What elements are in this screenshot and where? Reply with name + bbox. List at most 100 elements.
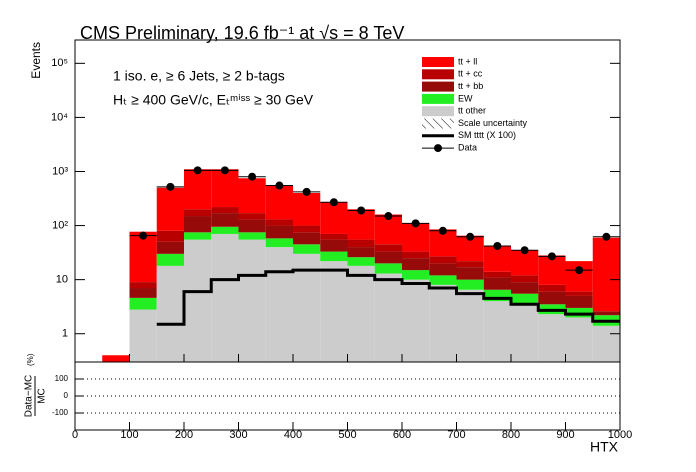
histogram-bar bbox=[347, 239, 375, 248]
histogram-bar bbox=[320, 239, 348, 252]
x-tick-label: 500 bbox=[338, 429, 356, 441]
annotation: 1 iso. e, ≥ 6 Jets, ≥ 2 b-tags bbox=[113, 68, 285, 84]
histogram-bar bbox=[592, 311, 620, 316]
histogram-bar bbox=[184, 169, 212, 210]
histogram-bar bbox=[374, 273, 402, 362]
histogram-bar bbox=[238, 219, 266, 233]
histogram-bar bbox=[483, 277, 511, 290]
ratio-y-tick-label: 100 bbox=[55, 374, 69, 383]
histogram-bar bbox=[211, 169, 239, 208]
data-point bbox=[411, 219, 420, 228]
histogram-bar bbox=[538, 255, 566, 285]
y-tick-label: 10⁵ bbox=[51, 57, 68, 69]
histogram-bar bbox=[402, 258, 430, 271]
histogram-bar bbox=[265, 185, 293, 220]
legend-label: Data bbox=[458, 142, 477, 152]
histogram-bar bbox=[211, 233, 239, 362]
histogram-bar bbox=[592, 237, 620, 312]
data-point bbox=[493, 241, 502, 250]
legend-swatch bbox=[422, 81, 454, 92]
histogram-bar bbox=[347, 265, 375, 362]
histogram-bar bbox=[320, 251, 348, 262]
x-tick-label: 100 bbox=[120, 429, 138, 441]
x-tick-label: 700 bbox=[447, 429, 465, 441]
annotation: Hₜ ≥ 400 GeV/c, Eₜᵐⁱˢˢ ≥ 30 GeV bbox=[113, 92, 314, 108]
x-axis-label: HTX bbox=[590, 439, 619, 455]
histogram-bar bbox=[320, 261, 348, 362]
y-axis-label: Events bbox=[29, 42, 43, 79]
histogram-bar bbox=[293, 225, 321, 233]
histogram-bar bbox=[402, 279, 430, 362]
data-point bbox=[384, 212, 393, 221]
histogram-bar bbox=[483, 301, 511, 362]
histogram-bar bbox=[129, 282, 157, 289]
legend-swatch bbox=[422, 93, 454, 104]
histogram-bar bbox=[565, 317, 593, 362]
data-point bbox=[520, 246, 529, 255]
data-point bbox=[139, 231, 148, 240]
histogram-bar bbox=[456, 279, 484, 290]
histogram-bar bbox=[156, 187, 184, 231]
histogram-bar bbox=[211, 226, 239, 234]
histogram-bar bbox=[511, 304, 539, 362]
histogram-bar bbox=[456, 261, 484, 268]
histogram-bar bbox=[538, 284, 566, 292]
data-point bbox=[547, 252, 556, 261]
legend-swatch bbox=[422, 118, 454, 129]
histogram-bar bbox=[293, 253, 321, 362]
data-point bbox=[275, 181, 284, 190]
histogram-bar bbox=[129, 297, 157, 310]
ratio-y-tick-label: -100 bbox=[52, 408, 69, 417]
histogram-bar bbox=[129, 231, 157, 283]
y-tick-label: 10⁴ bbox=[51, 111, 68, 123]
legend-swatch bbox=[434, 144, 442, 153]
histogram-bar bbox=[129, 288, 157, 298]
histogram-bar bbox=[156, 253, 184, 266]
histogram-bar bbox=[511, 282, 539, 294]
histogram-bar bbox=[184, 209, 212, 217]
data-point bbox=[302, 187, 311, 196]
ratio-y-tick-label: 0 bbox=[64, 391, 69, 400]
y-tick-label: 10² bbox=[52, 219, 68, 231]
histogram-bar bbox=[402, 251, 430, 259]
x-tick-label: 800 bbox=[502, 429, 520, 441]
legend-label: tt + bb bbox=[458, 81, 483, 91]
histogram-bar bbox=[320, 233, 348, 240]
histogram-bar bbox=[565, 295, 593, 308]
histogram-bar bbox=[456, 289, 484, 362]
legend-label: SM tttt (X 100) bbox=[458, 130, 516, 140]
histogram-bar bbox=[511, 250, 539, 276]
histogram-bar bbox=[429, 256, 457, 264]
histogram-bar bbox=[402, 270, 430, 280]
histogram-bar bbox=[320, 202, 348, 234]
histogram-bar bbox=[238, 213, 266, 220]
histogram-bar bbox=[238, 239, 266, 362]
legend-swatch bbox=[422, 57, 454, 67]
chart-title: CMS Preliminary, 19.6 fb⁻¹ at √s = 8 TeV bbox=[80, 23, 404, 43]
data-point bbox=[166, 182, 175, 191]
ratio-label-unit: (%) bbox=[26, 353, 35, 366]
legend-label: EW bbox=[458, 93, 473, 103]
legend-label: tt other bbox=[458, 106, 486, 116]
histogram-bar bbox=[483, 289, 511, 302]
data-point bbox=[466, 232, 475, 241]
x-tick-label: 1000 bbox=[608, 429, 632, 441]
legend-label: Scale uncertainty bbox=[458, 118, 528, 128]
histogram-bar bbox=[265, 247, 293, 362]
data-point bbox=[193, 166, 202, 175]
x-tick-label: 200 bbox=[175, 429, 193, 441]
x-tick-label: 400 bbox=[284, 429, 302, 441]
histogram-bar bbox=[184, 216, 212, 233]
histogram-bar bbox=[293, 244, 321, 254]
histogram-bar bbox=[265, 238, 293, 248]
histogram-bar bbox=[156, 230, 184, 242]
data-point bbox=[438, 226, 447, 235]
histogram-bar bbox=[456, 267, 484, 280]
histogram-bar bbox=[511, 293, 539, 305]
histogram-bar bbox=[374, 244, 402, 252]
data-point bbox=[248, 172, 257, 181]
histogram-bar bbox=[538, 291, 566, 305]
histogram-bar bbox=[565, 261, 593, 292]
